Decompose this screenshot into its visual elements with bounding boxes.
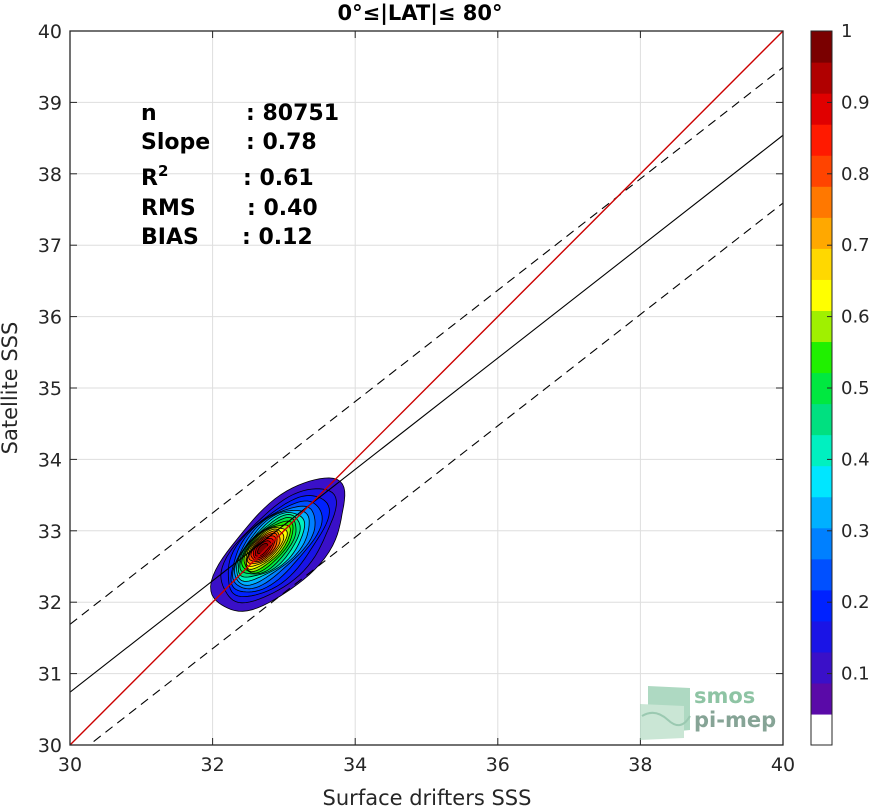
- y-tick-label: 30: [38, 735, 62, 757]
- colorbar-segment: [811, 651, 832, 684]
- y-tick-label: 33: [38, 521, 62, 543]
- colorbar: 0.1 0.2 0.3 0.4 0.5 0.6 0.7 0.8 0.9 1: [810, 21, 870, 746]
- chart-title: 0°≤|LAT|≤ 80°: [337, 1, 502, 26]
- colorbar-segment: [811, 682, 832, 715]
- colorbar-segment: [811, 589, 832, 622]
- y-tick-label: 39: [38, 92, 62, 114]
- identity-line: [70, 31, 783, 745]
- x-tick-label: 30: [58, 754, 82, 776]
- y-tick-label: 35: [38, 378, 62, 400]
- colorbar-tick-label: 0.2: [841, 592, 870, 613]
- colorbar-tick-label: 1: [841, 21, 852, 42]
- fit-lines: [70, 31, 783, 745]
- stat-value: : 0.61: [243, 166, 314, 191]
- colorbar-tick-label: 0.6: [841, 307, 870, 328]
- colorbar-segment: [811, 217, 832, 249]
- stat-name: RMS: [141, 196, 196, 221]
- y-tick-label: 31: [38, 664, 62, 686]
- colorbar-segment: [811, 620, 832, 653]
- stat-value: : 0.40: [247, 196, 318, 221]
- colorbar-segment: [811, 558, 832, 591]
- x-axis-label: Surface drifters SSS: [323, 786, 532, 808]
- lower-bound-line: [88, 202, 783, 745]
- y-axis-label: Satellite SSS: [0, 322, 22, 455]
- logo-line2: pi-mep: [694, 708, 776, 732]
- x-tick-label: 40: [771, 754, 795, 776]
- colorbar-segment: [811, 403, 832, 436]
- logo-icon: [640, 686, 691, 740]
- colorbar-tick-label: 0.4: [841, 449, 870, 470]
- y-tick-label: 40: [38, 21, 62, 43]
- colorbar-segment: [811, 434, 832, 467]
- colorbar-segment: [811, 527, 832, 560]
- colorbar-tick-label: 0.1: [841, 664, 870, 685]
- y-tick-label: 36: [38, 307, 62, 329]
- stat-name: Slope: [141, 130, 210, 155]
- colorbar-tick-label: 0.5: [841, 378, 870, 399]
- colorbar-segment: [811, 93, 832, 125]
- colorbar-segment: [811, 279, 832, 311]
- colorbar-tick-label: 0.3: [841, 521, 870, 542]
- smos-pimep-logo: smos pi-mep: [640, 684, 776, 740]
- colorbar-tick-label: 0.7: [841, 235, 870, 256]
- stat-value: : 0.78: [246, 130, 317, 155]
- stat-value: : 0.12: [242, 225, 313, 250]
- colorbar-segment: [811, 62, 832, 94]
- colorbar-segment: [811, 155, 832, 187]
- y-tick-label: 32: [38, 592, 62, 614]
- regression-line: [70, 134, 783, 693]
- stat-name: n: [141, 101, 157, 126]
- x-tick-label: 32: [201, 754, 225, 776]
- colorbar-segment: [811, 713, 832, 746]
- colorbar-segment: [811, 465, 832, 498]
- stat-name: BIAS: [141, 225, 199, 250]
- colorbar-segment: [811, 310, 832, 343]
- colorbar-tick-label: 0.8: [841, 164, 870, 185]
- plot-area: 30 32 34 36 38 40 30 31 32 33 34 35 36 37 38 39 40: [38, 21, 795, 776]
- colorbar-segment: [811, 341, 832, 374]
- x-tick-label: 38: [628, 754, 652, 776]
- y-tick-label: 38: [38, 164, 62, 186]
- stat-value: : 80751: [246, 101, 339, 126]
- colorbar-segment: [811, 31, 832, 63]
- colorbar-segment: [811, 124, 832, 156]
- colorbar-segment: [811, 248, 832, 280]
- colorbar-segment: [811, 496, 832, 529]
- upper-bound-line: [70, 66, 783, 625]
- y-tick-label: 37: [38, 235, 62, 257]
- x-tick-label: 36: [486, 754, 510, 776]
- colorbar-tick-label: 0.9: [841, 92, 870, 113]
- stat-superscript: 2: [158, 162, 168, 180]
- x-tick-label: 34: [343, 754, 367, 776]
- y-tick-label: 34: [38, 449, 62, 471]
- colorbar-segment: [811, 186, 832, 218]
- colorbar-segment: [811, 372, 832, 405]
- logo-line1: smos: [694, 684, 755, 708]
